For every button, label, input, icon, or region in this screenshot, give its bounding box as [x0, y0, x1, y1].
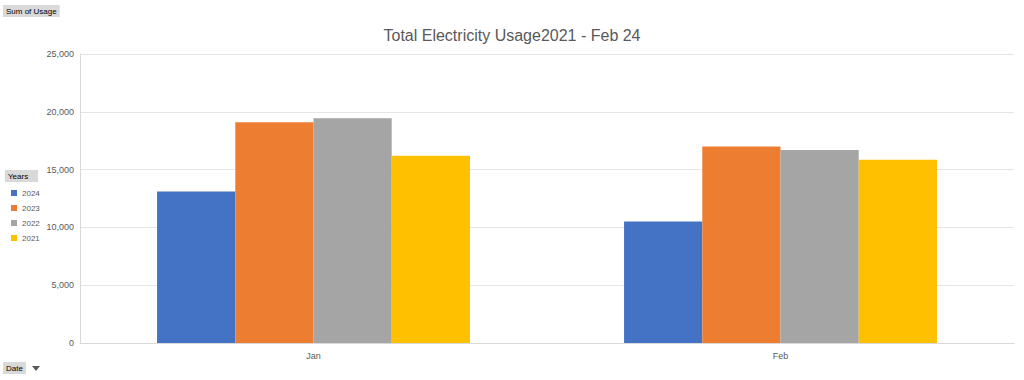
svg-text:Sum of Usage: Sum of Usage	[6, 7, 57, 16]
svg-text:20,000: 20,000	[46, 107, 74, 117]
svg-text:10,000: 10,000	[46, 222, 74, 232]
svg-text:Date: Date	[6, 364, 23, 373]
svg-text:2023: 2023	[22, 204, 40, 213]
svg-text:Total Electricity Usage2021 -: Total Electricity Usage2021 - Feb 24	[383, 27, 640, 44]
svg-text:0: 0	[69, 338, 74, 348]
svg-text:Jan: Jan	[306, 351, 321, 361]
svg-text:Feb: Feb	[773, 351, 789, 361]
svg-text:2022: 2022	[22, 219, 40, 228]
svg-text:Years: Years	[8, 172, 28, 181]
svg-text:15,000: 15,000	[46, 165, 74, 175]
svg-text:25,000: 25,000	[46, 49, 74, 59]
svg-text:5,000: 5,000	[51, 280, 74, 290]
svg-text:2024: 2024	[22, 189, 40, 198]
svg-text:2021: 2021	[22, 234, 40, 243]
